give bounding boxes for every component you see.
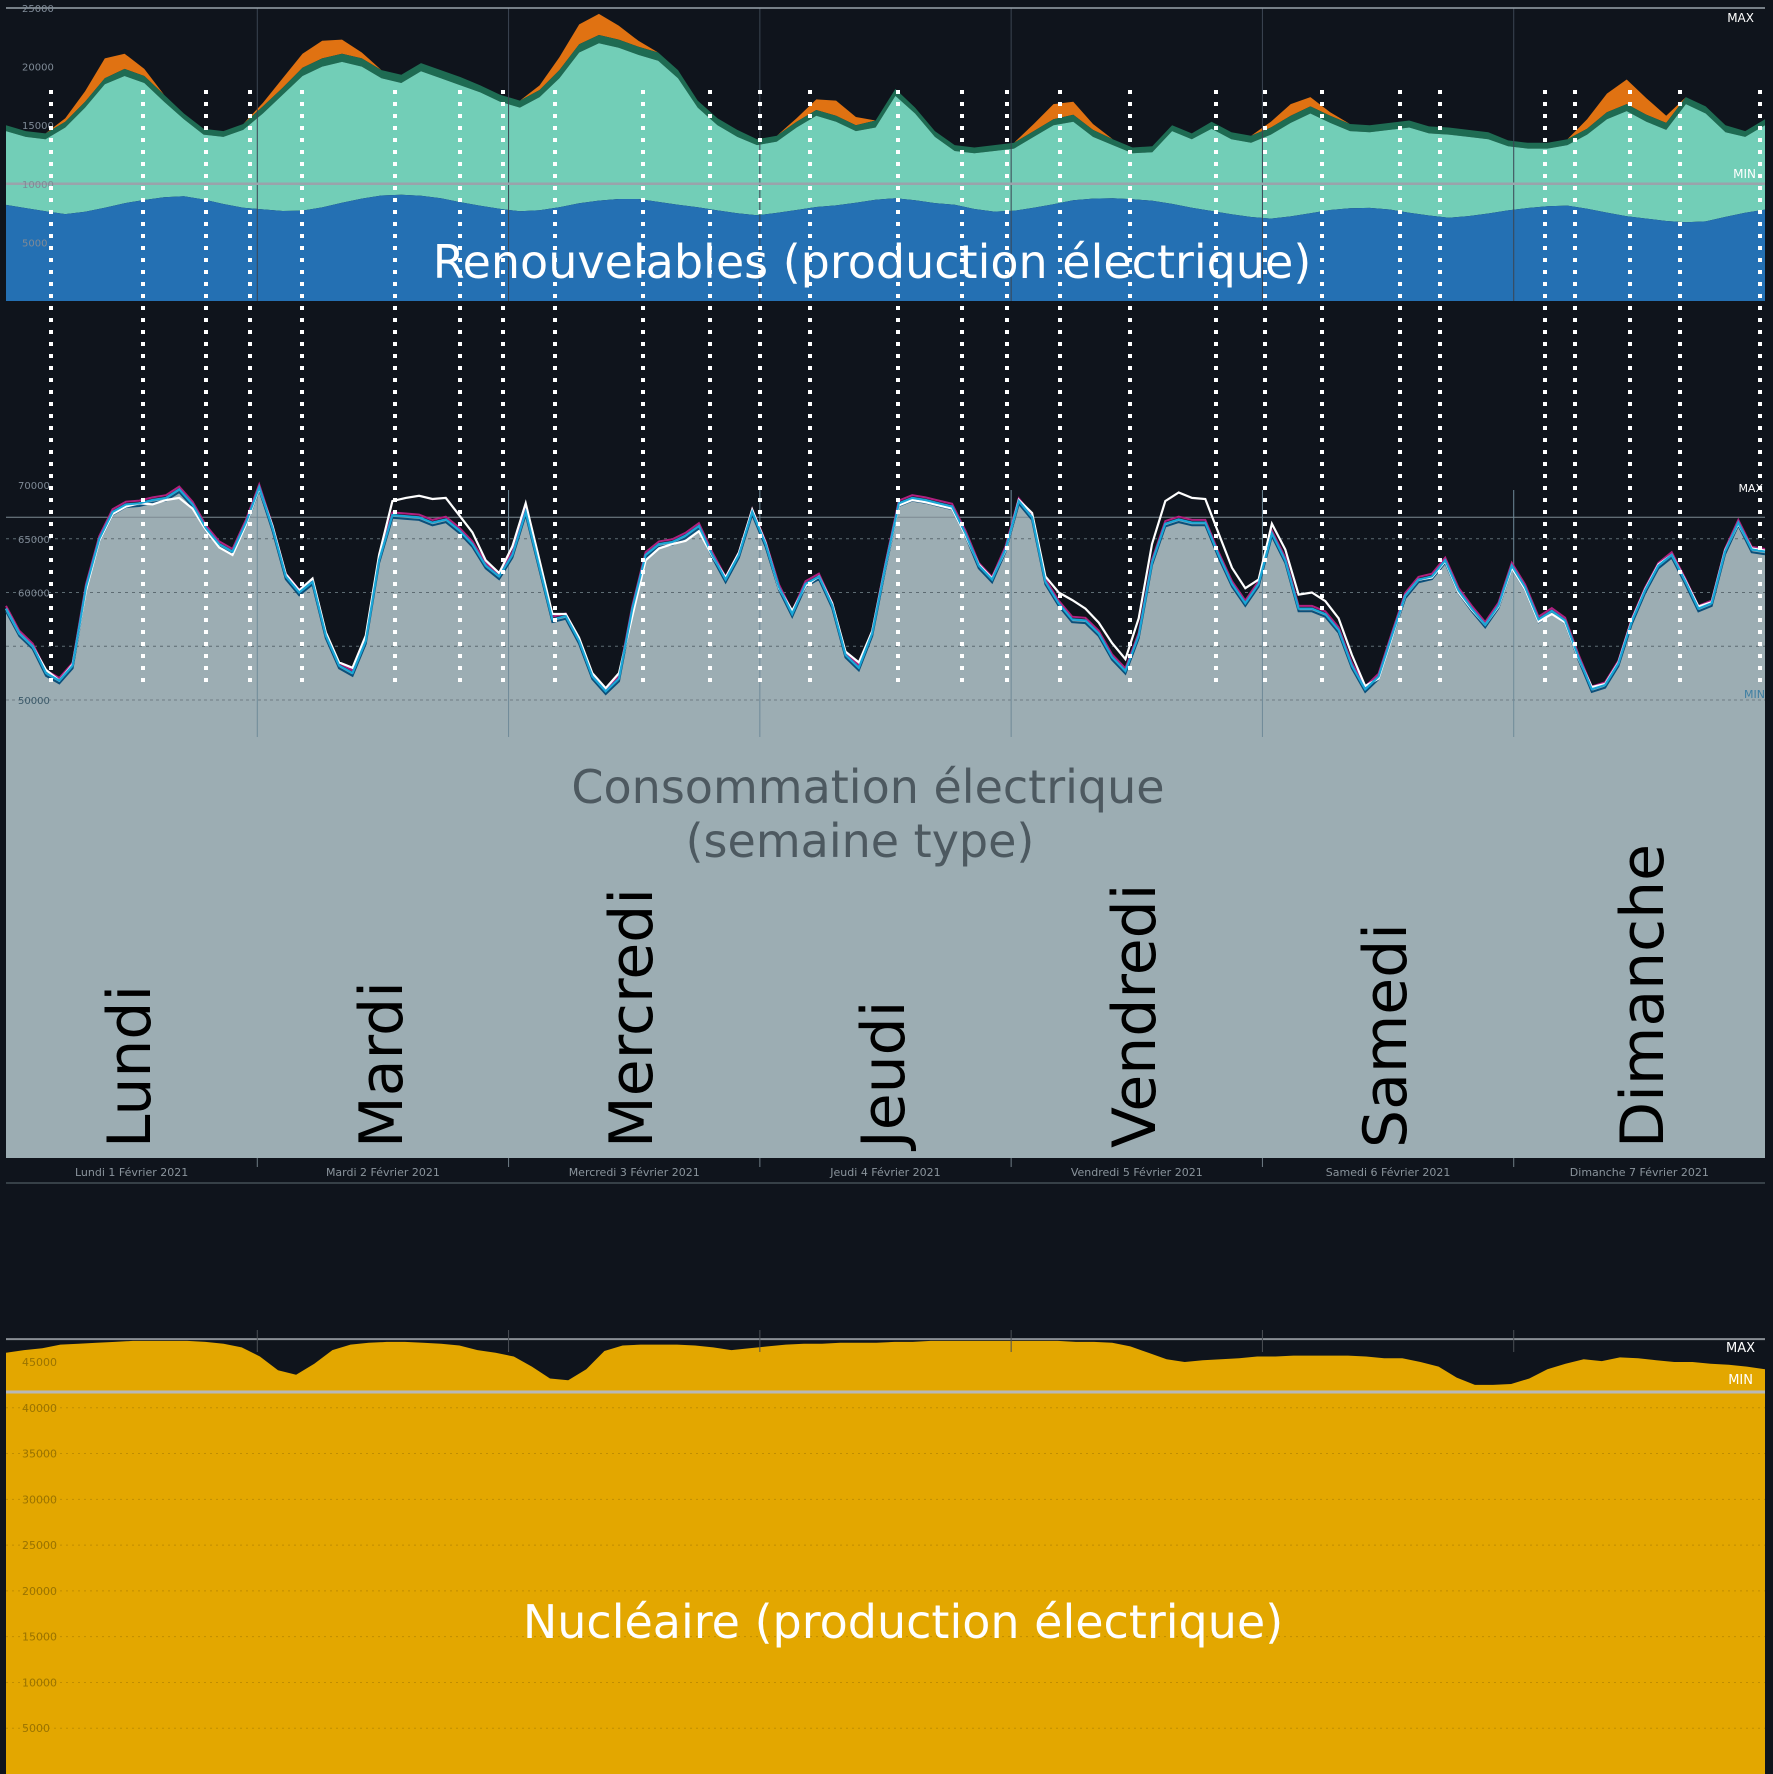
y-tick-label: 35000 bbox=[22, 1448, 57, 1461]
min-label: MIN bbox=[1744, 688, 1765, 701]
y-tick-label: 45000 bbox=[22, 1356, 57, 1369]
day-label: Lundi bbox=[95, 985, 165, 1148]
x-tick-labels: Lundi 1 Février 2021 Mardi 2 Février 2021… bbox=[75, 1166, 1709, 1179]
day-label: Samedi bbox=[1351, 923, 1421, 1148]
day-labels: Lundi Mardi Mercredi Jeudi Vendredi Samedi Dim… bbox=[95, 844, 1678, 1152]
y-tick-label: 50000 bbox=[18, 696, 50, 707]
day-label: Jeudi bbox=[849, 1001, 919, 1152]
y-tick-label: 70000 bbox=[18, 481, 50, 492]
hydro-area bbox=[6, 194, 1765, 301]
y-tick-label: 65000 bbox=[18, 535, 50, 546]
y-tick-label: 10000 bbox=[22, 180, 54, 191]
nuclear-title: Nucléaire (production électrique) bbox=[523, 1595, 1283, 1649]
y-tick-label: 20000 bbox=[22, 1585, 57, 1598]
max-label: MAX bbox=[1738, 482, 1763, 495]
x-tick-label: Lundi 1 Février 2021 bbox=[75, 1166, 188, 1179]
x-tick-label: Mercredi 3 Février 2021 bbox=[569, 1166, 700, 1179]
max-label: MAX bbox=[1727, 11, 1754, 25]
min-label: MIN bbox=[1728, 1373, 1753, 1388]
x-tick-label: Mardi 2 Février 2021 bbox=[326, 1166, 440, 1179]
y-tick-label: 25000 bbox=[22, 4, 54, 15]
consumption-subtitle: (semaine type) bbox=[686, 814, 1035, 868]
x-tick-label: Vendredi 5 Février 2021 bbox=[1071, 1166, 1203, 1179]
day-label: Mardi bbox=[347, 981, 417, 1148]
y-tick-label: 25000 bbox=[22, 1539, 57, 1552]
peak-connectors bbox=[49, 90, 1762, 690]
nuclear-chart: 45000 40000 35000 30000 25000 20000 15000 10000… bbox=[6, 1330, 1765, 1774]
y-tick-label: 15000 bbox=[22, 1631, 57, 1644]
day-label: Mercredi bbox=[597, 888, 667, 1148]
nuclear-area bbox=[6, 1340, 1765, 1774]
x-tick-label: Dimanche 7 Février 2021 bbox=[1570, 1166, 1709, 1179]
consumption-title: Consommation électrique bbox=[571, 760, 1164, 814]
renewables-title: Renouvelables (production électrique) bbox=[433, 235, 1312, 289]
consumption-chart: 70000 65000 60000 50000 MAX MIN bbox=[5, 481, 1766, 1184]
wind-area bbox=[6, 43, 1765, 223]
day-label: Dimanche bbox=[1608, 844, 1678, 1148]
y-tick-label: 30000 bbox=[22, 1493, 57, 1506]
day-label: Vendredi bbox=[1100, 884, 1170, 1148]
y-tick-label: 40000 bbox=[22, 1402, 57, 1415]
max-label: MAX bbox=[1726, 1341, 1755, 1356]
y-tick-label: 15000 bbox=[22, 121, 54, 132]
x-tick-label: Samedi 6 Février 2021 bbox=[1326, 1166, 1451, 1179]
consumption-line bbox=[5, 483, 1766, 693]
y-tick-label: 20000 bbox=[22, 63, 54, 74]
y-tick-label: 5000 bbox=[22, 238, 47, 249]
x-tick-label: Jeudi 4 Février 2021 bbox=[829, 1166, 940, 1179]
min-label: MIN bbox=[1733, 167, 1756, 181]
y-tick-label: 10000 bbox=[22, 1676, 57, 1689]
consumption-area bbox=[6, 487, 1765, 1159]
renewables-chart: 25000 20000 15000 10000 5000 MAX MIN bbox=[6, 4, 1765, 301]
y-tick-label: 60000 bbox=[18, 589, 50, 600]
y-tick-label: 5000 bbox=[22, 1722, 50, 1735]
